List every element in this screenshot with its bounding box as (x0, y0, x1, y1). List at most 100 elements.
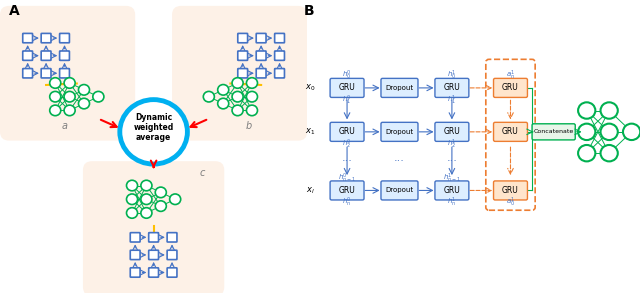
Text: ...: ... (447, 153, 458, 163)
FancyBboxPatch shape (60, 33, 69, 43)
Circle shape (218, 85, 228, 95)
FancyBboxPatch shape (167, 233, 177, 242)
Circle shape (204, 91, 214, 102)
Text: Dropout: Dropout (385, 85, 413, 91)
Text: $x_l$: $x_l$ (306, 185, 314, 196)
Circle shape (120, 100, 188, 164)
Text: $h_n^0$: $h_n^0$ (342, 196, 352, 209)
FancyBboxPatch shape (41, 51, 51, 60)
FancyBboxPatch shape (131, 250, 140, 260)
FancyBboxPatch shape (435, 181, 469, 200)
FancyBboxPatch shape (435, 78, 469, 97)
Text: GRU: GRU (339, 186, 355, 195)
FancyBboxPatch shape (381, 78, 418, 97)
Circle shape (50, 91, 61, 102)
Text: GRU: GRU (502, 186, 519, 195)
FancyBboxPatch shape (83, 161, 224, 293)
Text: $a_n^1$: $a_n^1$ (506, 69, 515, 82)
FancyBboxPatch shape (275, 69, 284, 78)
Text: $h_0^0$: $h_0^0$ (342, 69, 352, 82)
FancyBboxPatch shape (381, 122, 418, 142)
Circle shape (578, 102, 595, 119)
Circle shape (79, 98, 90, 109)
FancyBboxPatch shape (148, 233, 159, 242)
Text: GRU: GRU (502, 84, 519, 92)
FancyBboxPatch shape (330, 181, 364, 200)
Circle shape (141, 180, 152, 191)
FancyBboxPatch shape (330, 122, 364, 142)
Text: GRU: GRU (444, 186, 460, 195)
FancyBboxPatch shape (256, 51, 266, 60)
Circle shape (578, 145, 595, 161)
FancyBboxPatch shape (23, 69, 33, 78)
FancyBboxPatch shape (148, 250, 159, 260)
FancyBboxPatch shape (41, 33, 51, 43)
Circle shape (170, 194, 180, 205)
FancyBboxPatch shape (60, 51, 69, 60)
FancyBboxPatch shape (60, 69, 69, 78)
FancyBboxPatch shape (330, 78, 364, 97)
Circle shape (79, 85, 90, 95)
Circle shape (127, 194, 138, 205)
Text: $h_2^1$: $h_2^1$ (447, 137, 457, 151)
Text: $h_2^0$: $h_2^0$ (342, 137, 352, 151)
Circle shape (232, 91, 243, 102)
Text: $h_1^1$: $h_1^1$ (447, 93, 457, 107)
Circle shape (50, 78, 61, 88)
Circle shape (127, 180, 138, 191)
Circle shape (246, 105, 257, 116)
FancyBboxPatch shape (148, 268, 159, 277)
FancyBboxPatch shape (238, 33, 248, 43)
Circle shape (141, 194, 152, 205)
Text: $h_1^0$: $h_1^0$ (342, 93, 352, 107)
FancyBboxPatch shape (41, 69, 51, 78)
Text: $h_n^1$: $h_n^1$ (447, 196, 457, 209)
Text: ...: ... (394, 153, 405, 163)
Circle shape (623, 124, 640, 140)
Circle shape (64, 78, 75, 88)
Circle shape (156, 201, 166, 211)
Text: $x_0$: $x_0$ (305, 83, 316, 93)
Circle shape (578, 124, 595, 140)
FancyBboxPatch shape (493, 78, 527, 97)
FancyBboxPatch shape (256, 33, 266, 43)
Circle shape (141, 208, 152, 218)
Text: $h_{n-1}^0$: $h_{n-1}^0$ (338, 171, 356, 185)
Text: Dropout: Dropout (385, 129, 413, 135)
FancyBboxPatch shape (131, 233, 140, 242)
FancyBboxPatch shape (493, 122, 527, 142)
FancyBboxPatch shape (23, 33, 33, 43)
FancyBboxPatch shape (493, 181, 527, 200)
Text: GRU: GRU (502, 127, 519, 136)
FancyBboxPatch shape (256, 69, 266, 78)
Text: b: b (246, 121, 252, 131)
Circle shape (600, 102, 618, 119)
FancyBboxPatch shape (238, 69, 248, 78)
FancyBboxPatch shape (131, 268, 140, 277)
Circle shape (50, 105, 61, 116)
Text: ...: ... (342, 153, 353, 163)
Circle shape (93, 91, 104, 102)
Text: A: A (9, 4, 20, 18)
FancyBboxPatch shape (238, 51, 248, 60)
Text: Dynamic
weighted
average: Dynamic weighted average (134, 113, 173, 142)
FancyBboxPatch shape (381, 181, 418, 200)
Text: Dropout: Dropout (385, 188, 413, 193)
Text: $h_0^1$: $h_0^1$ (447, 69, 457, 82)
Text: GRU: GRU (339, 127, 355, 136)
Circle shape (64, 105, 75, 116)
Circle shape (246, 91, 257, 102)
Circle shape (246, 78, 257, 88)
FancyBboxPatch shape (167, 250, 177, 260)
Text: a: a (61, 121, 67, 131)
Text: GRU: GRU (444, 84, 460, 92)
Text: GRU: GRU (444, 127, 460, 136)
Circle shape (232, 78, 243, 88)
Circle shape (156, 187, 166, 198)
FancyBboxPatch shape (275, 33, 284, 43)
FancyBboxPatch shape (532, 124, 575, 140)
FancyBboxPatch shape (23, 51, 33, 60)
Text: B: B (304, 4, 314, 18)
Circle shape (64, 91, 75, 102)
Text: c: c (200, 168, 205, 178)
